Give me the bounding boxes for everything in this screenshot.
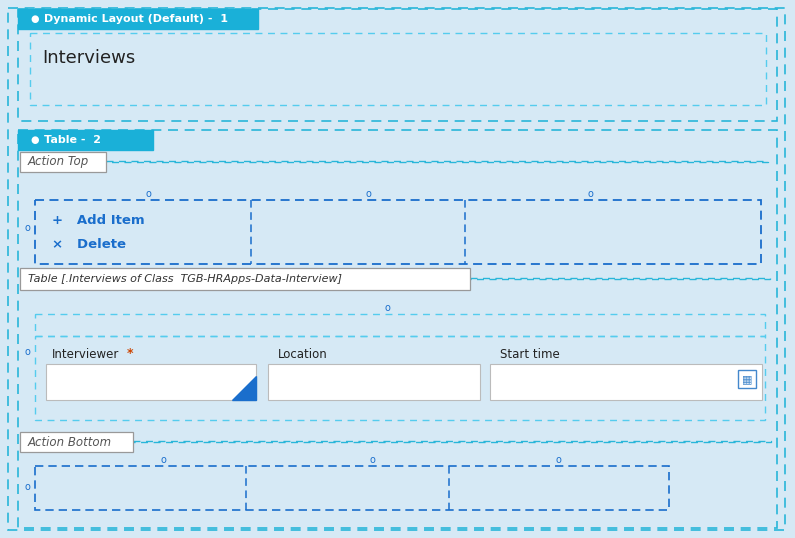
- Text: o: o: [145, 189, 151, 199]
- Bar: [106, 161, 768, 162]
- Bar: [268, 364, 480, 400]
- Bar: [30, 33, 766, 105]
- Bar: [20, 268, 470, 290]
- Text: o: o: [384, 303, 390, 313]
- Polygon shape: [232, 376, 256, 400]
- Text: o: o: [24, 482, 30, 492]
- Text: Table [.Interviews of Class  TGB-HRApps-Data-Interview]: Table [.Interviews of Class TGB-HRApps-D…: [28, 274, 342, 284]
- Text: ●: ●: [30, 135, 38, 145]
- Text: Action Bottom: Action Bottom: [28, 435, 112, 449]
- Bar: [738, 370, 756, 388]
- Text: ●: ●: [30, 14, 38, 24]
- Text: o: o: [555, 455, 561, 465]
- Bar: [35, 466, 669, 510]
- Text: Table -  2: Table - 2: [44, 135, 101, 145]
- Text: Action Top: Action Top: [28, 155, 89, 168]
- Text: Interviewer: Interviewer: [52, 349, 119, 362]
- Bar: [18, 130, 153, 150]
- Bar: [35, 336, 765, 420]
- Bar: [18, 9, 777, 121]
- Bar: [20, 152, 106, 172]
- Bar: [133, 441, 771, 442]
- Text: +   Add Item: + Add Item: [52, 214, 145, 226]
- Text: ×   Delete: × Delete: [52, 237, 126, 251]
- Bar: [470, 278, 770, 279]
- Text: Dynamic Layout (Default) -  1: Dynamic Layout (Default) - 1: [44, 14, 228, 24]
- Bar: [18, 9, 258, 29]
- Text: Start time: Start time: [500, 349, 560, 362]
- Bar: [490, 364, 762, 400]
- Text: o: o: [24, 347, 30, 357]
- Text: Location: Location: [278, 349, 328, 362]
- Text: Interviews: Interviews: [42, 49, 135, 67]
- Bar: [35, 200, 761, 264]
- Text: o: o: [24, 223, 30, 233]
- Text: o: o: [587, 189, 593, 199]
- Bar: [35, 314, 765, 336]
- Bar: [18, 130, 777, 528]
- Text: o: o: [369, 455, 375, 465]
- Bar: [46, 364, 256, 400]
- Text: *: *: [127, 348, 134, 360]
- Text: o: o: [365, 189, 371, 199]
- Text: ▦: ▦: [742, 374, 752, 384]
- Text: o: o: [160, 455, 166, 465]
- Bar: [20, 432, 133, 452]
